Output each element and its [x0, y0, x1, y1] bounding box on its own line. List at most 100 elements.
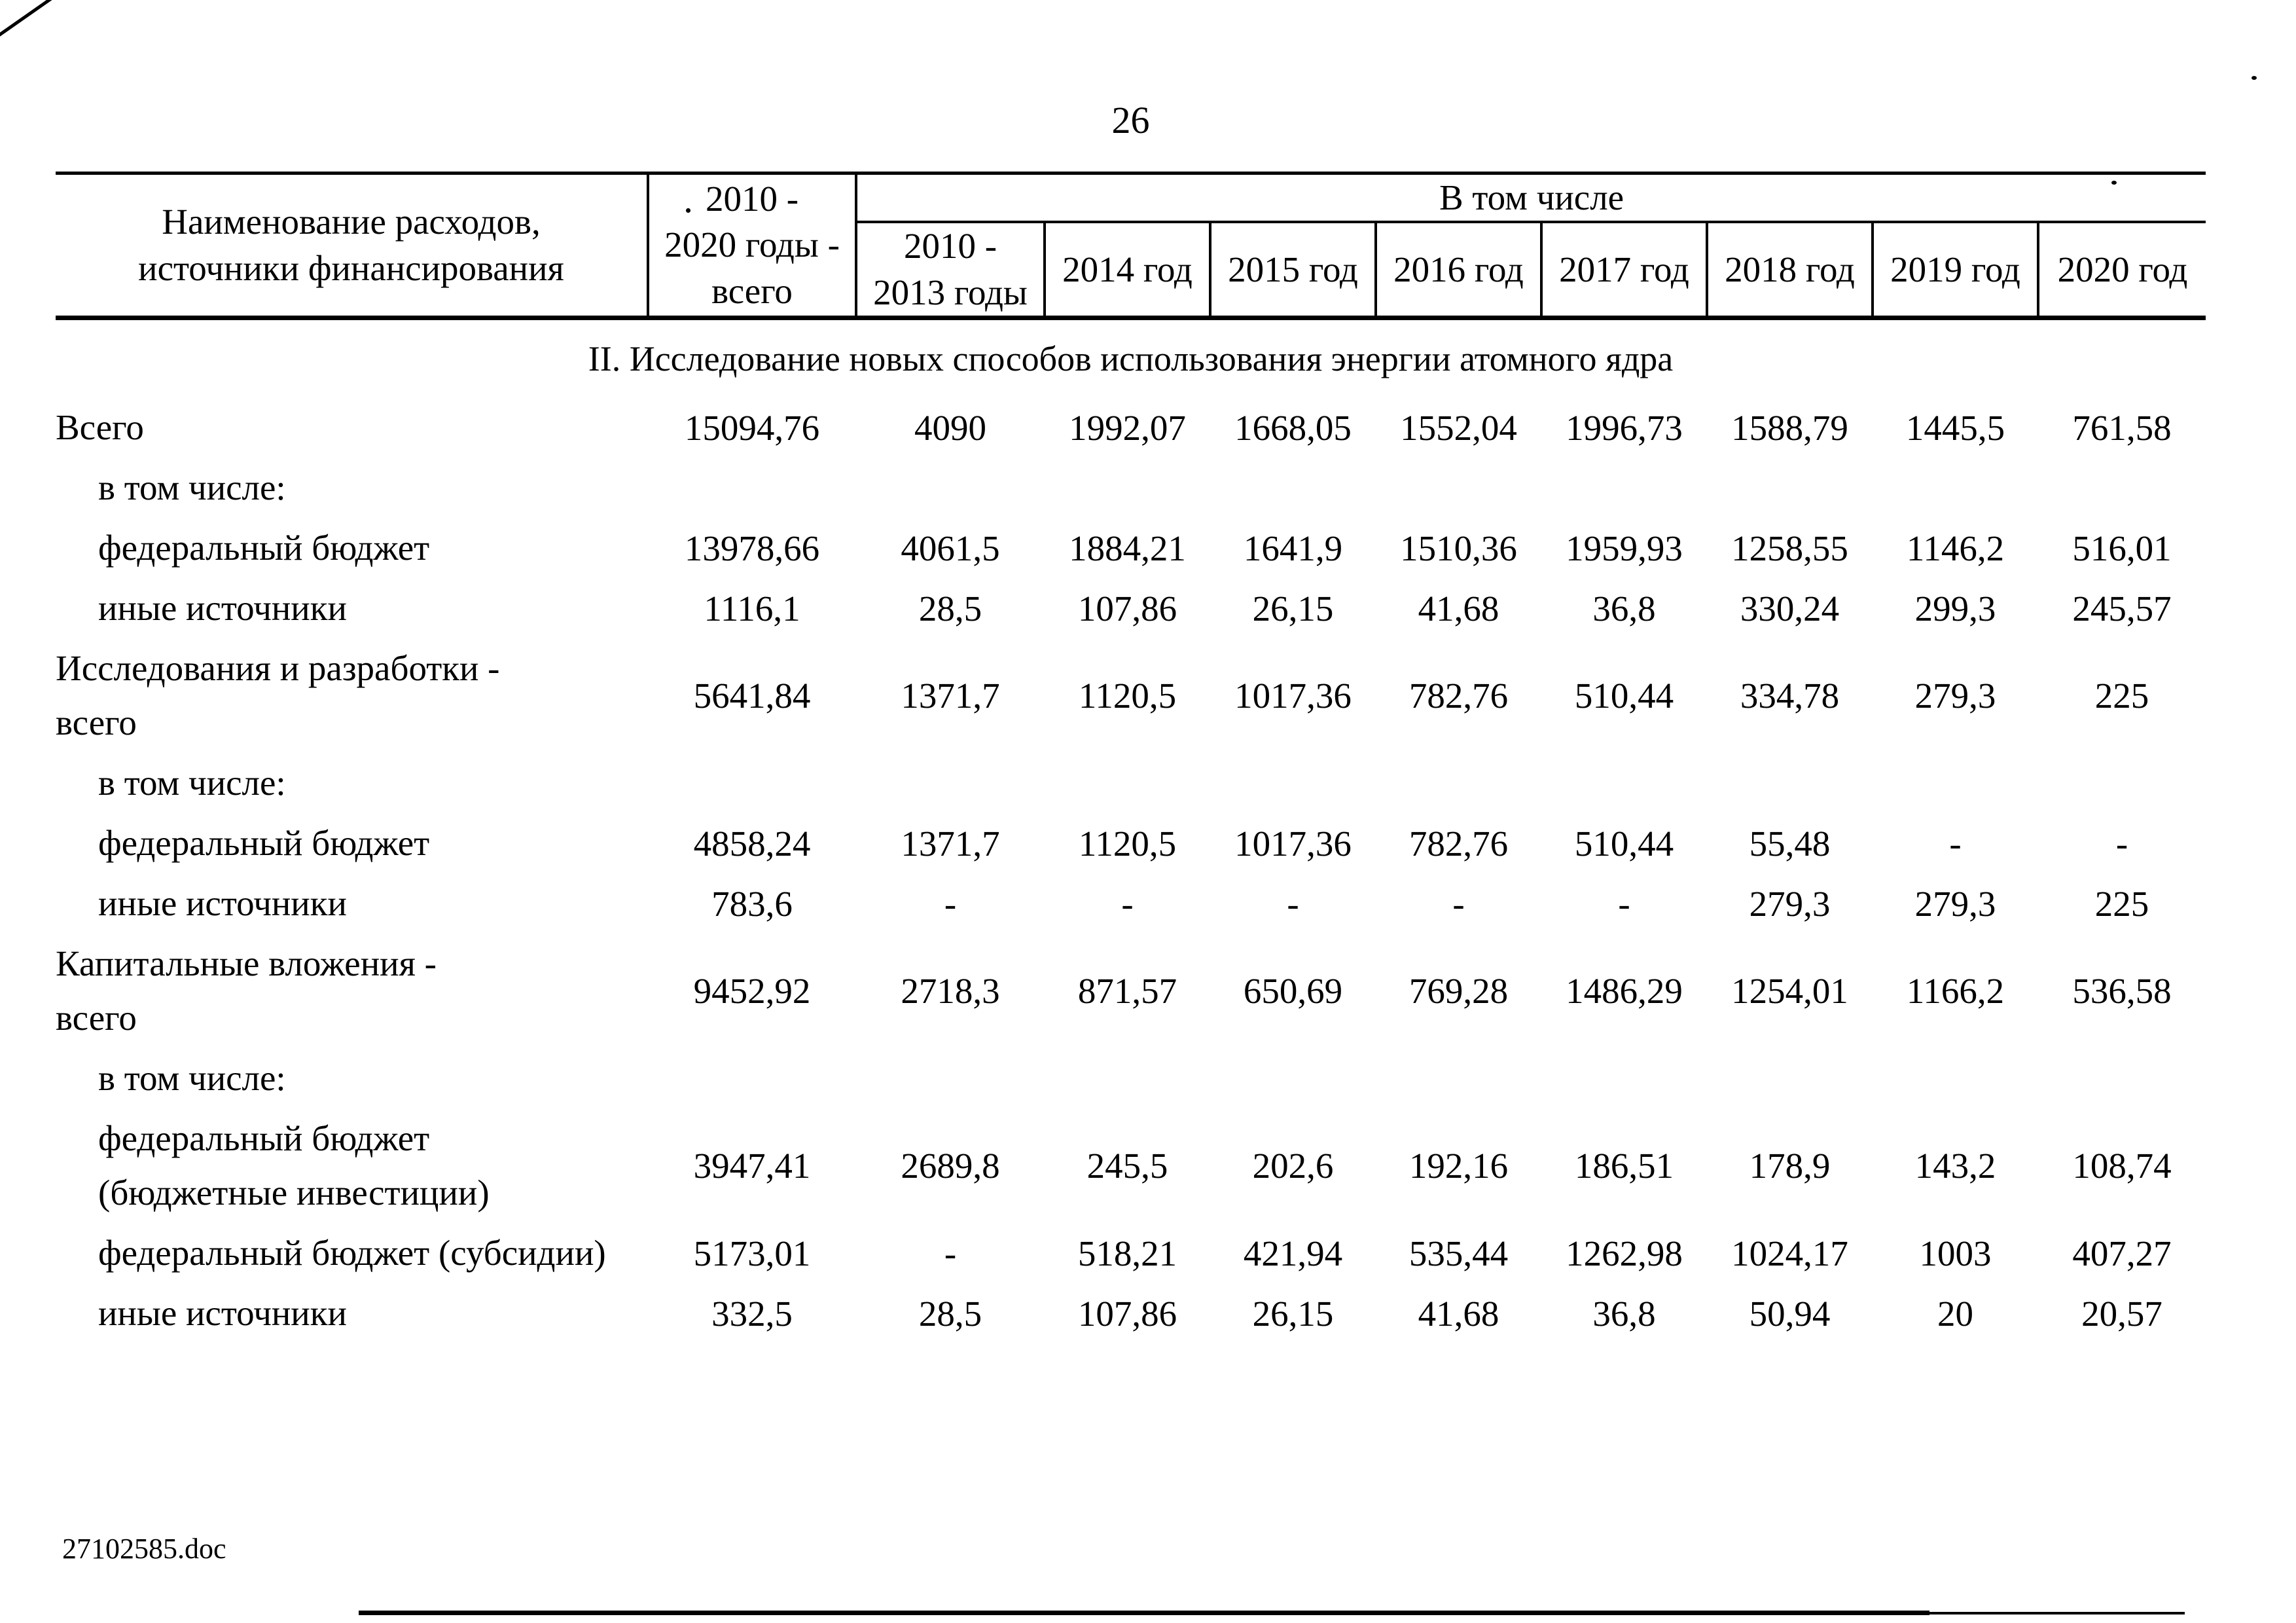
value-cell [1045, 753, 1210, 813]
value-cell: 334,78 [1740, 676, 1840, 716]
value-cell: 202,6 [1252, 1146, 1334, 1186]
row-label: иные источники [98, 1292, 347, 1333]
value-cell [1376, 1048, 1541, 1108]
value-cell: 769,28 [1408, 971, 1509, 1012]
table-row: иные источники 1116,1 28,5 107,86 26,15 41,68… [56, 578, 2206, 638]
value-cell: - [1121, 883, 1134, 924]
header-year-column: 2014 год [1045, 222, 1211, 321]
value-cell: 186,51 [1574, 1146, 1674, 1186]
scan-speck [2251, 76, 2257, 80]
value-cell: 1120,5 [1078, 823, 1177, 864]
row-label: федеральный бюджет (бюджетные инвестиции… [98, 1118, 490, 1213]
value-cell [1873, 458, 2038, 518]
value-cell: 245,57 [2072, 588, 2172, 629]
value-cell [2038, 753, 2206, 813]
value-cell: 421,94 [1243, 1233, 1343, 1273]
value-cell: 1017,36 [1234, 823, 1352, 864]
value-cell: - [1452, 883, 1465, 924]
row-label: Всего [56, 407, 144, 447]
value-cell: 1884,21 [1069, 528, 1186, 568]
value-cell: 1146,2 [1906, 528, 2005, 568]
value-cell: 15094,76 [684, 407, 820, 448]
value-cell: 4061,5 [901, 528, 1000, 568]
value-cell [1707, 753, 1873, 813]
value-cell: 178,9 [1749, 1146, 1831, 1186]
value-cell: 1445,5 [1905, 407, 2005, 448]
value-cell: 55,48 [1749, 823, 1831, 864]
value-cell: 536,58 [2072, 971, 2172, 1012]
value-cell: 782,76 [1408, 676, 1509, 716]
row-label: Исследования и разработки - всего [56, 648, 500, 742]
value-cell [1541, 1048, 1707, 1108]
scan-artifact-bottom-line [1929, 1612, 2185, 1614]
value-cell: 1486,29 [1566, 971, 1683, 1012]
value-cell: - [1949, 823, 1962, 864]
value-cell: 28,5 [918, 588, 982, 629]
row-label: федеральный бюджет [98, 527, 430, 568]
value-cell: 4858,24 [693, 823, 811, 864]
row-label: в том числе: [98, 467, 286, 507]
value-cell: 1120,5 [1078, 676, 1177, 716]
value-cell: - [944, 883, 957, 924]
value-cell: 516,01 [2072, 528, 2172, 568]
value-cell [1045, 458, 1210, 518]
section-title-row: II. Исследование новых способов использо… [56, 318, 2206, 398]
header-year-column: 2010 - 2013 годы [856, 222, 1046, 321]
value-cell: 518,21 [1077, 1233, 1177, 1273]
scan-artifact-corner-line [0, 0, 63, 37]
value-cell [648, 1048, 856, 1108]
table-row: Всего 15094,76 4090 1992,07 1668,05 1552,04 19… [56, 397, 2206, 458]
value-cell: 871,57 [1077, 971, 1177, 1012]
value-cell [1045, 1048, 1210, 1108]
value-cell [1707, 1048, 1873, 1108]
table-row: федеральный бюджет (бюджетные инвестиции… [56, 1108, 2206, 1223]
header-year-column: 2016 год [1376, 222, 1543, 321]
header-name-column: Наименование расходов, источники финанси… [56, 171, 649, 321]
table-row: в том числе: [56, 753, 2206, 813]
value-cell: 279,3 [1914, 676, 1996, 716]
value-cell: 782,76 [1408, 823, 1509, 864]
value-cell: 332,5 [711, 1293, 793, 1334]
value-cell: - [1287, 883, 1299, 924]
value-cell [1210, 1048, 1376, 1108]
value-cell [1210, 753, 1376, 813]
table-row: Исследования и разработки - всего 5641,84… [56, 638, 2206, 753]
row-label: иные источники [98, 883, 347, 923]
value-cell: 299,3 [1914, 588, 1996, 629]
header-group-column: В том числе [856, 172, 2206, 224]
value-cell: 41,68 [1418, 588, 1499, 629]
table-row: федеральный бюджет 13978,66 4061,5 1884,21 1… [56, 518, 2206, 578]
value-cell [648, 753, 856, 813]
row-label: в том числе: [98, 1057, 286, 1098]
table-header: Наименование расходов, источники финанси… [56, 171, 2206, 321]
value-cell: 1003 [1919, 1233, 1992, 1273]
value-cell [856, 753, 1045, 813]
value-cell [1873, 1048, 2038, 1108]
scan-speck [686, 208, 691, 213]
value-cell: 1996,73 [1566, 407, 1683, 448]
section-title: II. Исследование новых способов использо… [588, 339, 1674, 379]
value-cell: 1254,01 [1731, 971, 1848, 1012]
value-cell: 535,44 [1408, 1233, 1509, 1273]
value-cell: 761,58 [2072, 407, 2172, 448]
value-cell: 279,3 [1749, 883, 1831, 924]
value-cell: 50,94 [1749, 1293, 1831, 1334]
table-row: Капитальные вложения - всего 9452,92 2718,… [56, 934, 2206, 1048]
value-cell [1541, 753, 1707, 813]
value-cell [856, 1048, 1045, 1108]
value-cell: 1588,79 [1731, 407, 1848, 448]
row-label: федеральный бюджет (субсидии) [98, 1232, 606, 1273]
value-cell [1376, 753, 1541, 813]
value-cell: 510,44 [1574, 823, 1674, 864]
row-label: в том числе: [98, 762, 286, 803]
value-cell: 26,15 [1252, 588, 1334, 629]
value-cell: 4090 [914, 407, 986, 448]
header-years-row: 2010 - 2013 годы 2014 год 2015 год 2016 год… [56, 222, 2206, 321]
header-total-column: 2010 - 2020 годы - всего [648, 171, 857, 321]
value-cell: - [944, 1233, 957, 1273]
value-cell: 20,57 [2081, 1293, 2162, 1334]
value-cell [2038, 458, 2206, 518]
value-cell: 1992,07 [1069, 407, 1186, 448]
value-cell: 510,44 [1574, 676, 1674, 716]
